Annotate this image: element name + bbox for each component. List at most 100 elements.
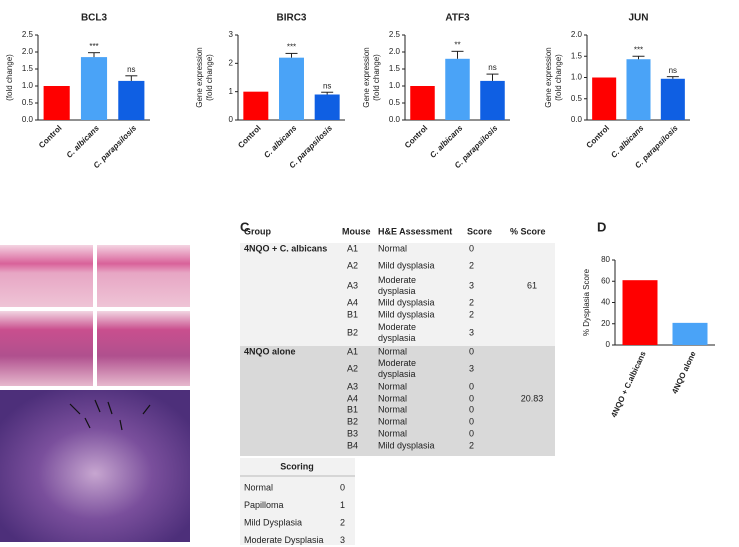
histology-image [0, 390, 190, 542]
mouse: B2 [347, 416, 358, 426]
y-tick-label: 1 [229, 87, 234, 96]
significance: ns [669, 66, 677, 75]
bar [43, 86, 70, 120]
panel-label: C [240, 219, 250, 234]
scoring-value: 2 [340, 517, 345, 527]
assessment: Normal [378, 428, 407, 438]
y-tick-label: 1.5 [571, 51, 583, 60]
significance: *** [89, 42, 98, 51]
bar [80, 57, 108, 120]
score: 2 [469, 440, 474, 450]
bar [118, 80, 145, 120]
y-axis-label: (fold change) [205, 54, 214, 101]
table-header: H&E Assessment [378, 226, 452, 236]
assessment: Moderate dysplasia [378, 358, 416, 379]
x-tick-label: C. albicans [262, 123, 299, 160]
mouse: A3 [347, 381, 358, 391]
y-tick-label: 0.5 [571, 94, 583, 103]
y-axis-label: Gene expression [195, 47, 204, 107]
score: 0 [469, 428, 474, 438]
mouse: A2 [347, 260, 358, 270]
assessment: Mild dysplasia [378, 260, 435, 270]
x-tick-label: C. albicans [65, 123, 102, 160]
assessment: Normal [378, 404, 407, 414]
y-tick-label: 0.5 [389, 98, 401, 107]
chart-title: BCL3 [81, 13, 108, 24]
y-tick-label: 40 [601, 298, 610, 307]
bar [410, 86, 435, 120]
mouse: A1 [347, 243, 358, 253]
score: 3 [469, 280, 474, 290]
y-tick-label: 2 [229, 58, 234, 67]
percent-score: 61 [527, 280, 537, 290]
assessment: Normal [378, 243, 407, 253]
y-axis-label: (fold change) [554, 54, 563, 101]
assessment: Moderate dysplasia [378, 322, 416, 343]
group-name: 4NQO + C. albicans [244, 243, 327, 253]
bar [480, 80, 505, 120]
significance: ** [454, 40, 460, 49]
y-tick-label: 20 [601, 319, 610, 328]
percent-score: 20.83 [521, 393, 544, 403]
group-band [240, 243, 555, 346]
arrows [69, 399, 151, 431]
y-axis-label: Gene expression [544, 47, 553, 107]
assessment: Normal [378, 416, 407, 426]
score: 0 [469, 416, 474, 426]
mouse: A4 [347, 297, 358, 307]
y-tick-label: 1.5 [389, 64, 401, 73]
score: 0 [469, 381, 474, 391]
y-tick-label: 0.0 [571, 115, 583, 124]
y-axis-label: (fold change) [5, 54, 14, 101]
bar [314, 94, 340, 120]
table-header: Mouse [342, 226, 371, 236]
bar [672, 322, 708, 345]
x-tick-label: Control [236, 124, 262, 150]
histology-image [0, 245, 93, 307]
y-tick-label: 2.5 [22, 30, 34, 39]
mouse: A4 [347, 393, 358, 403]
mouse: B2 [347, 327, 358, 337]
significance: ns [323, 81, 331, 90]
score: 0 [469, 404, 474, 414]
assessment: Mild dysplasia [378, 440, 435, 450]
table-header: % Score [510, 226, 546, 236]
y-tick-label: 0.0 [389, 115, 401, 124]
x-tick-label: C. albicans [609, 123, 646, 160]
scoring-term: Normal [244, 482, 273, 492]
bar [592, 77, 617, 120]
significance: *** [287, 43, 296, 52]
mouse: A2 [347, 363, 358, 373]
score: 3 [469, 327, 474, 337]
score: 2 [469, 260, 474, 270]
scoring-value: 3 [340, 535, 345, 545]
bar [445, 58, 470, 120]
mouse: B3 [347, 428, 358, 438]
y-tick-label: 0.5 [22, 98, 34, 107]
y-axis-label: Gene expression [362, 47, 371, 107]
bar [660, 78, 685, 120]
bar [279, 57, 304, 120]
significance: ns [127, 65, 135, 74]
bar [622, 280, 658, 345]
significance: *** [634, 45, 643, 54]
score: 2 [469, 309, 474, 319]
bar [243, 91, 269, 120]
y-tick-label: 0.0 [22, 115, 34, 124]
x-tick-label: Control [403, 124, 429, 150]
chart-title: JUN [628, 13, 648, 24]
y-tick-label: 1.0 [22, 81, 34, 90]
scoring-term: Papilloma [244, 500, 284, 510]
table-header: Group [244, 226, 271, 236]
assessment: Mild dysplasia [378, 309, 435, 319]
x-tick-label: Control [585, 124, 611, 150]
assessment: Mild dysplasia [378, 297, 435, 307]
panel-label: D [597, 219, 606, 234]
y-tick-label: 0 [606, 340, 611, 349]
y-tick-label: 2.0 [22, 47, 34, 56]
histology-image [97, 311, 190, 386]
chart-title: BIRC3 [276, 13, 306, 24]
mouse: B1 [347, 404, 358, 414]
y-axis-label: % Dysplasia Score [582, 268, 591, 336]
